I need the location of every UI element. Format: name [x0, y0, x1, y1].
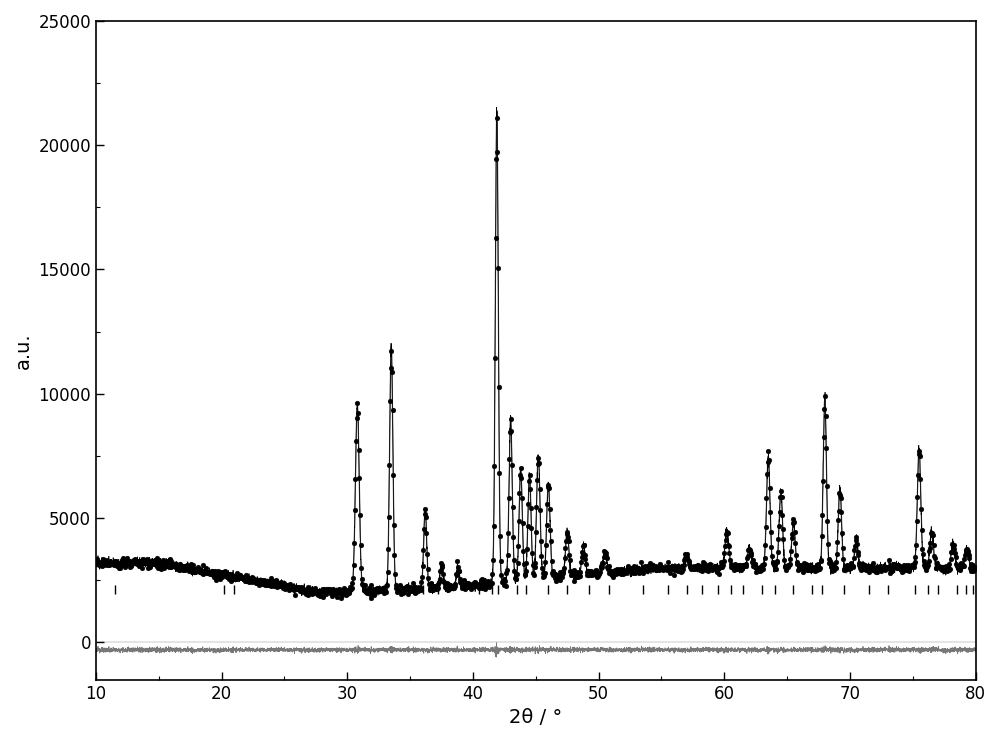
Y-axis label: a.u.: a.u.	[14, 332, 33, 368]
X-axis label: 2θ / °: 2θ / °	[509, 708, 562, 727]
